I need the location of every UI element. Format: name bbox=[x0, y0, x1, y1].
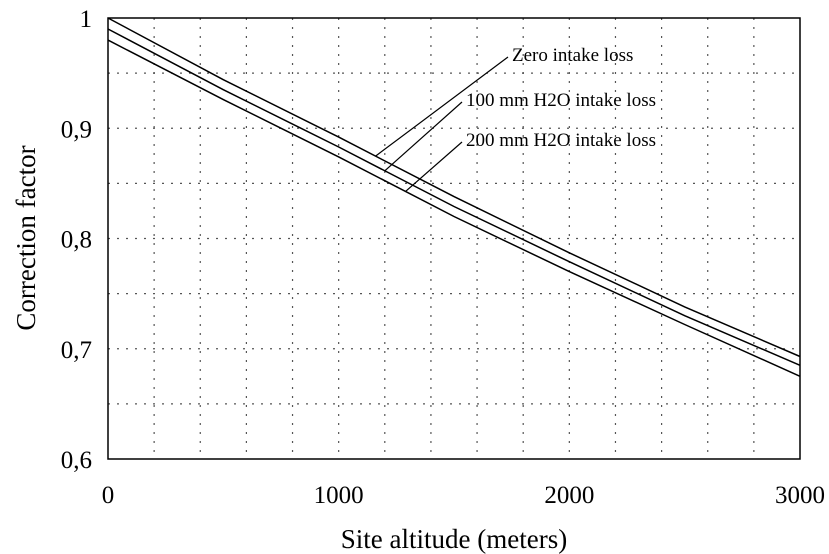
annotations: Zero intake loss 100 mm H2O intake loss 20… bbox=[466, 45, 656, 151]
tick-labels: 0 1000 2000 3000 0,6 0,7 0,8 0,9 1 bbox=[61, 6, 825, 509]
x-tick-label: 3000 bbox=[775, 482, 825, 509]
annotation-label: Zero intake loss bbox=[512, 45, 633, 66]
grid-lines bbox=[108, 18, 800, 459]
series-line-3 bbox=[107, 39, 801, 377]
plot-frame bbox=[107, 17, 801, 460]
x-tick-label: 1000 bbox=[314, 482, 364, 509]
x-tick-label: 2000 bbox=[544, 482, 594, 509]
y-tick-label: 0,7 bbox=[61, 337, 92, 364]
annotation-label: 100 mm H2O intake loss bbox=[466, 90, 656, 111]
annotation-label: 200 mm H2O intake loss bbox=[466, 130, 656, 151]
annotation-leader bbox=[384, 101, 463, 172]
series-line-2 bbox=[107, 28, 801, 366]
y-axis-title: Correction factor bbox=[11, 145, 41, 330]
annotation-leaders bbox=[375, 56, 509, 192]
series-lines bbox=[107, 17, 801, 377]
y-tick-label: 0,8 bbox=[61, 227, 92, 254]
annotation-leader bbox=[375, 56, 509, 157]
y-tick-label: 1 bbox=[80, 6, 93, 33]
series-line-1 bbox=[107, 17, 801, 358]
y-tick-label: 0,9 bbox=[61, 116, 92, 143]
annotation-leader bbox=[405, 141, 463, 192]
y-tick-label: 0,6 bbox=[61, 447, 92, 474]
x-tick-label: 0 bbox=[102, 482, 115, 509]
x-axis-title: Site altitude (meters) bbox=[341, 524, 567, 554]
